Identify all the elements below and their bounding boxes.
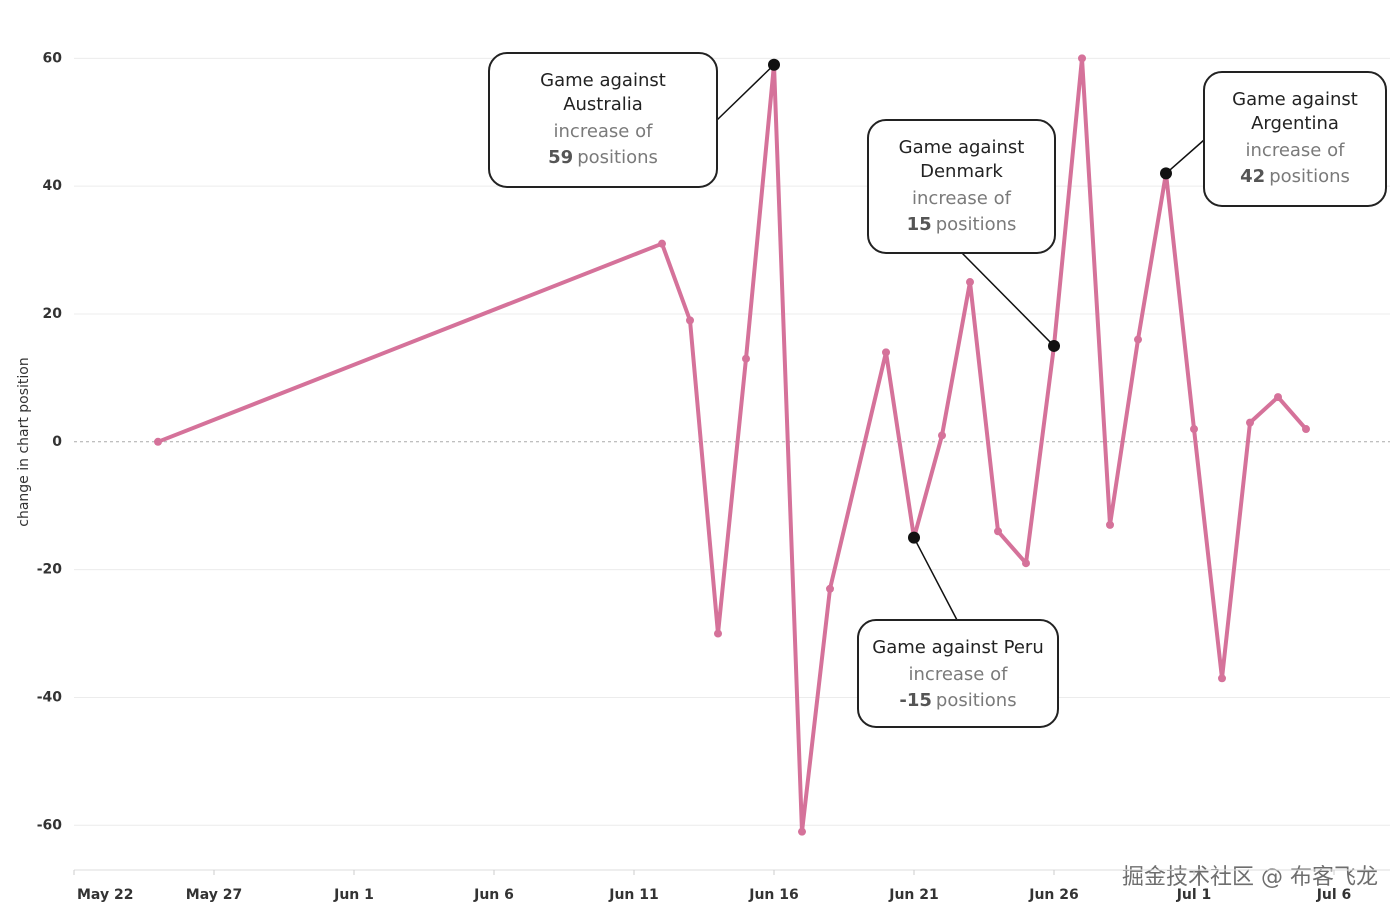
annotation-point bbox=[908, 531, 920, 544]
point bbox=[1134, 335, 1142, 344]
x-tick-label: Jul 1 bbox=[1176, 887, 1212, 903]
annotation-unit: positions bbox=[936, 690, 1017, 711]
point bbox=[1106, 520, 1114, 529]
point bbox=[798, 827, 806, 836]
point bbox=[742, 354, 750, 363]
annotation-box bbox=[857, 619, 1059, 728]
annotation-box bbox=[867, 119, 1056, 254]
y-tick-label: 60 bbox=[43, 50, 63, 66]
x-tick-label: Jun 1 bbox=[333, 887, 374, 903]
annotation-box bbox=[488, 52, 718, 188]
point bbox=[1022, 559, 1030, 568]
y-tick-label: 20 bbox=[43, 306, 63, 322]
annotation-number: -15 bbox=[899, 690, 932, 711]
annotation-number: 42 bbox=[1240, 166, 1265, 187]
annotation-value: 15 positions bbox=[907, 214, 1017, 235]
point bbox=[1246, 418, 1254, 427]
leader-line bbox=[1165, 139, 1205, 174]
annotation-point bbox=[1048, 339, 1060, 352]
x-tick-label: May 22 bbox=[77, 887, 133, 903]
annotation-title: Game against bbox=[540, 70, 666, 91]
annotation-text: increase of bbox=[554, 121, 654, 142]
y-tick-label: -20 bbox=[37, 562, 63, 578]
point bbox=[1078, 54, 1086, 63]
y-axis-label: change in chart position bbox=[16, 357, 32, 526]
x-tick-label: Jun 21 bbox=[888, 887, 939, 903]
annotation: Game against Peru increase of -15 positions bbox=[857, 531, 1059, 728]
x-tick-label: Jun 16 bbox=[748, 887, 799, 903]
leader-line bbox=[913, 537, 958, 621]
annotation-title: Argentina bbox=[1251, 113, 1339, 134]
point bbox=[826, 584, 834, 593]
watermark: 掘金技术社区 @ 布客飞龙 bbox=[1122, 865, 1378, 890]
annotation-text: increase of bbox=[909, 664, 1009, 685]
point bbox=[966, 278, 974, 287]
leader-line bbox=[716, 64, 775, 121]
x-tick-label: Jun 6 bbox=[473, 887, 514, 903]
annotation: Game against Australia increase of 59 positi… bbox=[488, 52, 780, 188]
x-tick-label: May 27 bbox=[186, 887, 242, 903]
annotation-value: 59 positions bbox=[548, 147, 658, 168]
point bbox=[1190, 425, 1198, 434]
annotation: Game against Argentina increase of 42 positi… bbox=[1160, 71, 1387, 207]
y-tick-label: 0 bbox=[52, 434, 62, 450]
annotation-text: increase of bbox=[1246, 140, 1346, 161]
x-tick-label: Jun 26 bbox=[1028, 887, 1079, 903]
x-tick-label: Jun 11 bbox=[608, 887, 659, 903]
leader-line bbox=[961, 252, 1055, 347]
annotation-value: 42 positions bbox=[1240, 166, 1350, 187]
annotation-point bbox=[768, 58, 780, 71]
annotation-number: 15 bbox=[907, 214, 932, 235]
point bbox=[714, 629, 722, 638]
point bbox=[994, 527, 1002, 536]
annotation-title: Australia bbox=[563, 94, 643, 115]
point bbox=[938, 431, 946, 440]
y-tick-label: 40 bbox=[43, 178, 63, 194]
x-tick-label: Jul 6 bbox=[1316, 887, 1352, 903]
point bbox=[1302, 425, 1310, 434]
annotation-number: 59 bbox=[548, 147, 573, 168]
point bbox=[882, 348, 890, 357]
annotation-title: Denmark bbox=[920, 161, 1003, 182]
y-tick-label: -60 bbox=[37, 817, 63, 833]
point bbox=[686, 316, 694, 325]
point bbox=[154, 437, 162, 446]
annotation-unit: positions bbox=[936, 214, 1017, 235]
annotation-title: Game against Peru bbox=[872, 637, 1043, 658]
annotation-text: increase of bbox=[912, 188, 1012, 209]
annotation-unit: positions bbox=[577, 147, 658, 168]
annotation-title: Game against bbox=[899, 137, 1025, 158]
annotation-title: Game against bbox=[1232, 89, 1358, 110]
annotation: Game against Denmark increase of 15 position… bbox=[867, 119, 1060, 352]
annotation-box bbox=[1203, 71, 1387, 207]
point bbox=[1274, 393, 1282, 402]
y-tick-label: -40 bbox=[37, 689, 63, 705]
annotation-value: -15 positions bbox=[899, 690, 1016, 711]
annotation-unit: positions bbox=[1269, 166, 1350, 187]
point bbox=[658, 239, 666, 248]
line bbox=[157, 56, 1308, 834]
point bbox=[1218, 674, 1226, 683]
annotation-point bbox=[1160, 167, 1172, 180]
